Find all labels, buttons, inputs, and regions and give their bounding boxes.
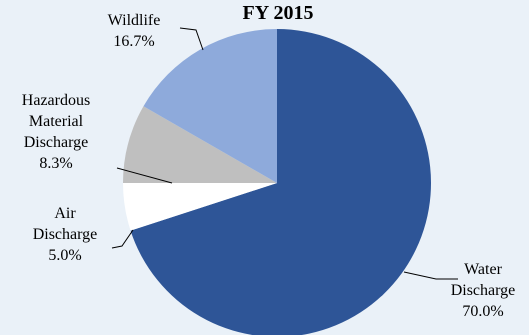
slice-label: Air Discharge 5.0%: [33, 205, 98, 264]
chart-title: FY 2015: [243, 2, 314, 24]
pie-slice-water-discharge: [130, 29, 431, 335]
pie-slice-wildlife: [143, 29, 277, 183]
leader-line: [116, 167, 173, 184]
leader-line: [111, 229, 134, 249]
leader-line: [403, 271, 458, 280]
pie-slice-hazardous-material-discharge: [122, 106, 277, 183]
leader-line: [179, 27, 204, 51]
pie-slice-air-discharge: [123, 183, 277, 231]
slice-label: Hazardous Material Discharge 8.3%: [22, 92, 90, 172]
slice-label: Water Discharge 70.0%: [451, 261, 516, 320]
slice-label: Wildlife 16.7%: [108, 12, 161, 50]
